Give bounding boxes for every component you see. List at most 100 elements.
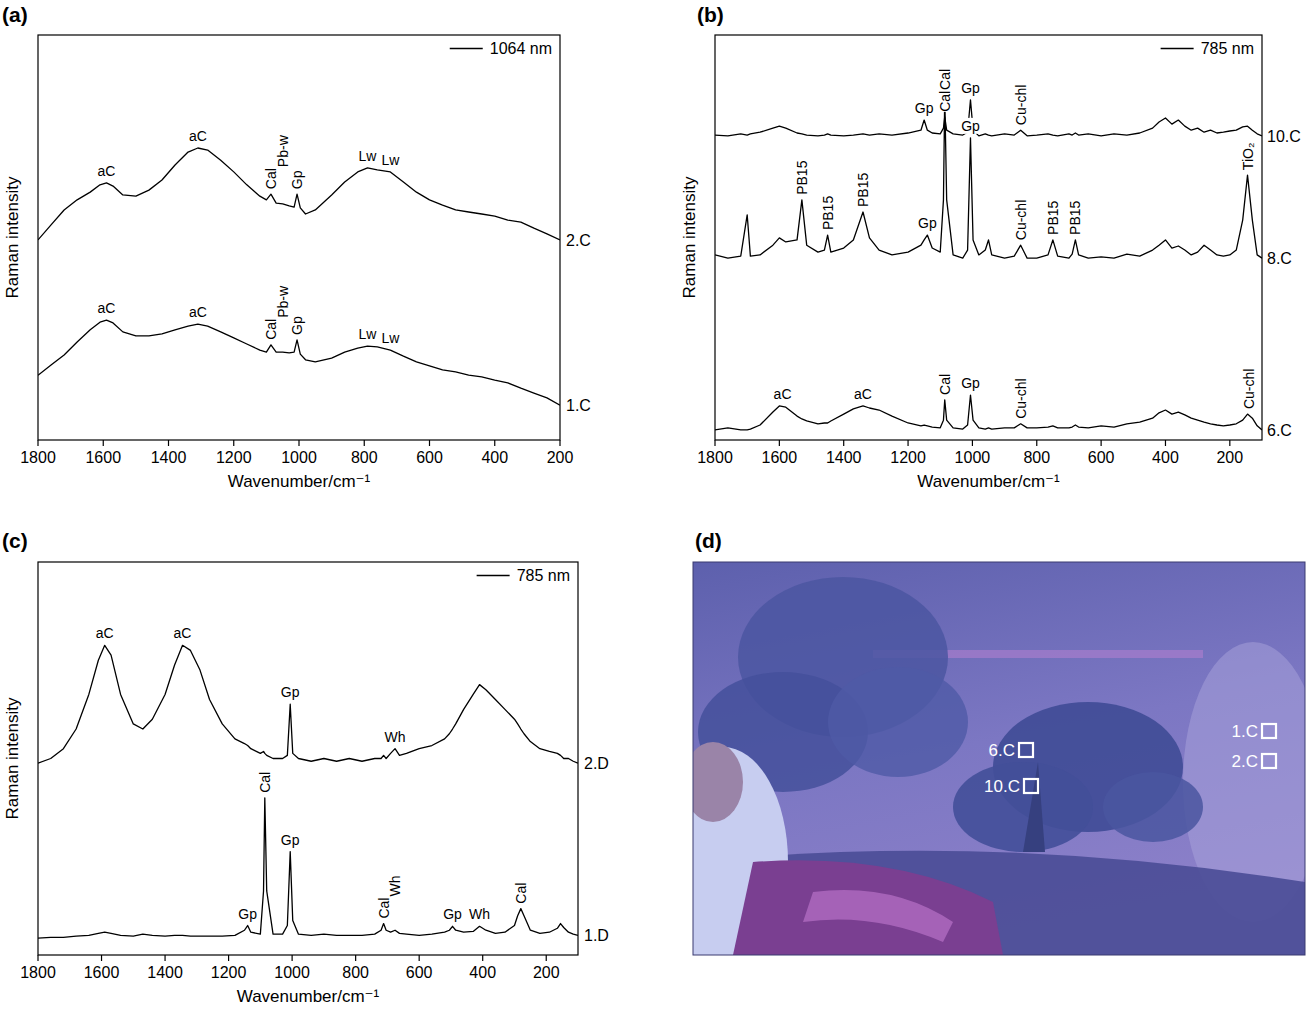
label-patch	[819, 196, 837, 230]
x-tick-label: 1400	[826, 449, 862, 466]
x-tick	[429, 440, 430, 446]
label-patch	[173, 625, 193, 641]
peak-label-group: Gp	[281, 832, 300, 848]
peak-label-group: aC	[98, 300, 116, 316]
plot-frame	[715, 35, 1262, 440]
peak-label: Wh	[385, 729, 406, 745]
peak-label: Cal	[937, 69, 953, 90]
x-tick	[779, 440, 780, 446]
figure-arm	[693, 742, 743, 822]
x-tick-label: 600	[406, 964, 433, 981]
x-axis-title: Wavenumber/cm⁻¹	[917, 472, 1060, 491]
peak-label: Gp	[961, 80, 980, 96]
peak-label-group: Cal	[376, 898, 392, 919]
peak-label-group: PB15	[855, 173, 871, 207]
x-tick-label: 1000	[274, 964, 310, 981]
label-patch	[358, 326, 379, 342]
photo-frame	[693, 562, 1305, 955]
x-tick-label: 1200	[211, 964, 247, 981]
sample-square	[1019, 743, 1033, 757]
peak-label: Cal	[257, 772, 273, 793]
label-patch	[274, 134, 292, 167]
label-patch	[1066, 200, 1084, 234]
sample-label: 1.C	[1232, 722, 1258, 741]
peak-label-group: Cu-chl	[1241, 369, 1257, 409]
x-tick	[103, 440, 104, 446]
peak-label: Cu-chl	[1013, 200, 1029, 240]
peak-label: aC	[96, 625, 114, 641]
label-patch	[188, 304, 208, 320]
peak-label: aC	[189, 304, 207, 320]
peak-label-group: Gp	[289, 170, 305, 189]
peak-label-group: aC	[189, 128, 207, 144]
label-patch	[95, 625, 115, 641]
peak-label: PB15	[855, 173, 871, 207]
peak-label-group: Cal	[263, 319, 279, 340]
label-patch	[375, 898, 393, 919]
legend-text: 785 nm	[517, 567, 570, 584]
label-patch	[1240, 369, 1258, 409]
peak-label: Gp	[289, 316, 305, 335]
x-tick	[228, 955, 229, 961]
ground	[693, 851, 1305, 955]
photo	[693, 562, 1305, 955]
peak-label-group: Gp	[961, 118, 980, 134]
plot-frame	[38, 562, 578, 955]
x-tick	[233, 440, 234, 446]
label-patch	[853, 386, 873, 402]
peak-label: Gp	[961, 375, 980, 391]
peak-label-group: aC	[98, 163, 116, 179]
x-tick-label: 400	[469, 964, 496, 981]
peak-label-group: aC	[189, 304, 207, 320]
peak-label: Cal	[263, 168, 279, 189]
label-patch	[237, 906, 258, 922]
peak-label: Cal	[513, 883, 529, 904]
tree	[828, 667, 968, 777]
x-tick	[37, 440, 38, 446]
label-patch	[386, 876, 404, 897]
x-tick	[37, 955, 38, 961]
peak-label: PB15	[1045, 200, 1061, 234]
label-patch	[97, 163, 117, 179]
peak-label: Cal	[937, 374, 953, 395]
x-tick-label: 1000	[281, 449, 317, 466]
sample-label: 6.C	[989, 741, 1015, 760]
label-patch	[256, 772, 274, 793]
series-lines	[715, 95, 1262, 430]
peak-label: Cu-chl	[1241, 369, 1257, 409]
peak-label-group: Cal	[513, 883, 529, 904]
x-tick-label: 1200	[890, 449, 926, 466]
panel: (b)18001600140012001000800600400200Waven…	[680, 3, 1301, 491]
label-patch	[468, 906, 491, 922]
x-tick	[168, 440, 169, 446]
x-tick	[164, 955, 165, 961]
peak-label-group: Lw	[359, 326, 378, 342]
peak-label: Gp	[443, 906, 462, 922]
x-tick	[546, 955, 547, 961]
series-label: 2.D	[584, 755, 609, 772]
spectrum-line	[38, 798, 578, 938]
peak-label-group: PB15	[820, 196, 836, 230]
peak-label-group: Lw	[359, 148, 378, 164]
peak-label: Pb-w	[275, 134, 291, 167]
peak-label: Gp	[238, 906, 257, 922]
peak-label: Cal	[263, 319, 279, 340]
peak-label-group: aC	[774, 386, 792, 402]
peak-label-group: Pb-w	[275, 134, 291, 167]
x-tick-label: 800	[342, 964, 369, 981]
peak-label-group: PB15	[794, 160, 810, 194]
panel-letter: (c)	[2, 529, 28, 552]
label-patch	[280, 684, 301, 700]
peak-label-group: aC	[96, 625, 114, 641]
peak-label: Gp	[281, 684, 300, 700]
tree	[953, 762, 1093, 852]
label-patch	[917, 215, 938, 231]
panel-letter: (a)	[2, 3, 28, 26]
x-tick	[355, 955, 356, 961]
y-axis-title: Raman intensity	[3, 697, 22, 819]
label-patch	[960, 375, 981, 391]
y-axis-title: Raman intensity	[3, 176, 22, 298]
legend-line	[450, 48, 483, 49]
label-patch	[384, 729, 407, 745]
series-label: 1.D	[584, 927, 609, 944]
